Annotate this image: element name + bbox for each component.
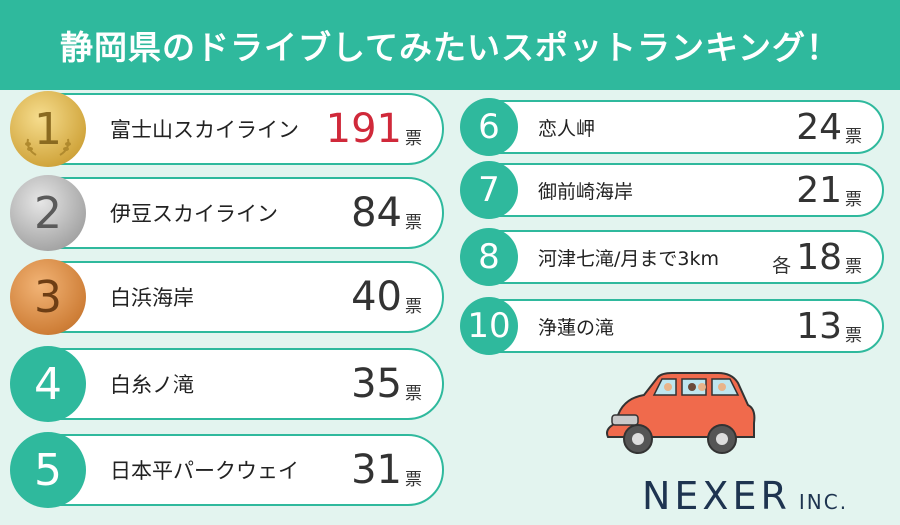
vote-unit: 票 <box>845 189 862 210</box>
vote-unit: 票 <box>845 126 862 147</box>
spot-name: 伊豆スカイライン <box>110 202 278 226</box>
vote-unit: 票 <box>405 128 422 149</box>
rank-badge: 8 <box>460 228 518 286</box>
vote-count: 24 票 <box>796 102 862 152</box>
tie-prefix: 各 <box>772 254 792 277</box>
rank-number: 2 <box>34 187 62 239</box>
vote-number: 191 <box>325 106 402 152</box>
vote-unit: 票 <box>405 383 422 404</box>
spot-name: 河津七滝/月まで3km <box>538 247 720 270</box>
vote-count: 21 票 <box>796 165 862 215</box>
vote-number: 18 <box>796 236 842 278</box>
logo-main-text: NEXER <box>642 474 791 518</box>
ranking-item-1: 1 富士山スカイライン 191 票 <box>10 91 444 167</box>
vote-unit: 票 <box>405 296 422 317</box>
ranking-item-10: 10 浄蓮の滝 13 票 <box>460 297 884 355</box>
rank-number: 6 <box>478 107 500 147</box>
gold-medal-icon: 1 <box>10 91 86 167</box>
rank-number: 7 <box>478 170 500 210</box>
spot-name: 恋人岬 <box>538 117 596 140</box>
vote-unit: 票 <box>845 325 862 346</box>
rank-number: 4 <box>34 358 62 410</box>
rank-number: 3 <box>34 271 62 323</box>
vote-count: 31 票 <box>351 436 422 504</box>
rank-badge: 6 <box>460 98 518 156</box>
vote-number: 24 <box>796 106 842 148</box>
rank-number: 10 <box>467 306 511 346</box>
rank-badge: 7 <box>460 161 518 219</box>
vote-number: 40 <box>351 274 402 320</box>
spot-name: 日本平パークウェイ <box>110 459 299 483</box>
vote-count: 40 票 <box>351 263 422 331</box>
ranking-item-8: 8 河津七滝/月まで3km 各 18 票 <box>460 228 884 286</box>
ranking-item-3: 3 白浜海岸 40 票 <box>10 259 444 335</box>
spot-name: 富士山スカイライン <box>110 118 299 142</box>
company-logo: NEXER INC. <box>642 474 848 518</box>
rank-badge: 4 <box>10 346 86 422</box>
vote-count: 各 18 票 <box>772 232 862 282</box>
rank-badge: 5 <box>10 432 86 508</box>
ranking-item-4: 4 白糸ノ滝 35 票 <box>10 346 444 422</box>
ranking-item-7: 7 御前崎海岸 21 票 <box>460 161 884 219</box>
spot-name: 白糸ノ滝 <box>110 373 194 397</box>
vote-unit: 票 <box>405 212 422 233</box>
page-title: 静岡県のドライブしてみたいスポットランキング！ <box>59 28 841 67</box>
vote-count: 35 票 <box>351 350 422 418</box>
vote-number: 21 <box>796 169 842 211</box>
rank-number: 1 <box>34 103 62 155</box>
vote-count: 84 票 <box>351 179 422 247</box>
spot-name: 浄蓮の滝 <box>538 316 615 339</box>
logo-suffix-text: INC. <box>798 490 849 514</box>
car-illustration-icon <box>606 372 756 454</box>
silver-medal-icon: 2 <box>10 175 86 251</box>
rank-badge: 10 <box>460 297 518 355</box>
rank-number: 8 <box>478 237 500 277</box>
vote-number: 84 <box>351 190 402 236</box>
vote-count: 13 票 <box>796 301 862 351</box>
vote-number: 31 <box>351 447 402 493</box>
vote-number: 35 <box>351 361 402 407</box>
title-bar: 静岡県のドライブしてみたいスポットランキング！ <box>0 0 900 90</box>
ranking-item-6: 6 恋人岬 24 票 <box>460 98 884 156</box>
ranking-item-2: 2 伊豆スカイライン 84 票 <box>10 175 444 251</box>
vote-count: 191 票 <box>326 95 422 163</box>
vote-number: 13 <box>796 305 842 347</box>
laurel-icon <box>25 138 71 156</box>
rank-number: 5 <box>34 444 62 496</box>
vote-unit: 票 <box>845 256 862 277</box>
spot-name: 白浜海岸 <box>110 286 194 310</box>
ranking-item-5: 5 日本平パークウェイ 31 票 <box>10 432 444 508</box>
bronze-medal-icon: 3 <box>10 259 86 335</box>
vote-unit: 票 <box>405 469 422 490</box>
spot-name: 御前崎海岸 <box>538 180 634 203</box>
